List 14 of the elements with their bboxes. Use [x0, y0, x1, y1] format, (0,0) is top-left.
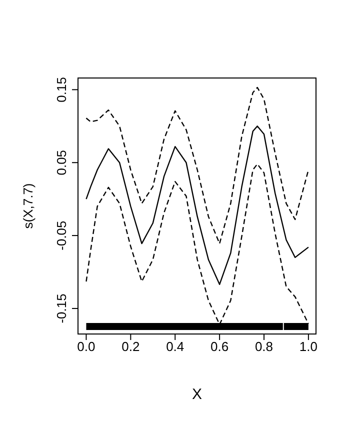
- x-axis-title: X: [192, 386, 202, 403]
- x-tick-label: 1.0: [299, 339, 318, 354]
- y-axis-title: s(X,7.7): [20, 183, 36, 229]
- y-tick-label: -0.05: [54, 220, 69, 250]
- x-tick-label: 0.0: [77, 339, 96, 354]
- y-tick-label: 0.15: [54, 77, 69, 102]
- y-tick-label: 0.05: [54, 150, 69, 176]
- line-series: [86, 86, 310, 244]
- x-tick-label: 0.2: [122, 339, 140, 354]
- line-series: [86, 126, 310, 286]
- x-tick-label: 0.8: [254, 339, 274, 354]
- x-tick-label: 0.4: [166, 339, 184, 354]
- x-tick-label: 0.6: [210, 339, 229, 354]
- y-tick-label: -0.15: [54, 294, 69, 324]
